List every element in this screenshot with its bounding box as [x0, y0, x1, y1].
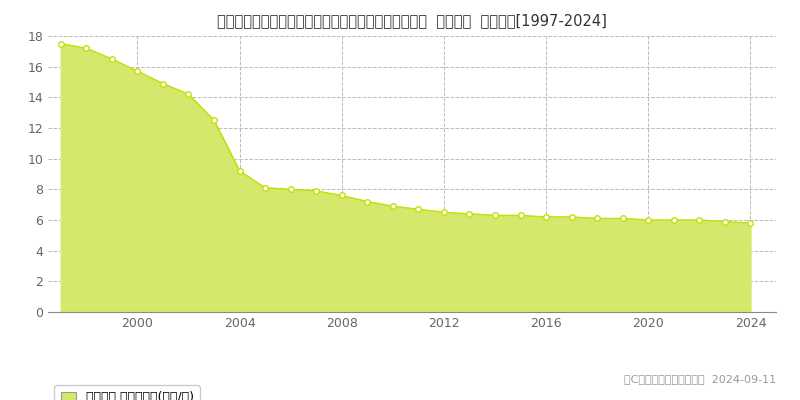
- Legend: 地価公示 平均坪単価(万円/坪): 地価公示 平均坪単価(万円/坪): [54, 385, 200, 400]
- Title: 埼玉県比企郡鳩山町大字大豆戸字七反田上２７９番２  地価公示  地価推移[1997-2024]: 埼玉県比企郡鳩山町大字大豆戸字七反田上２７９番２ 地価公示 地価推移[1997-…: [217, 13, 607, 28]
- Text: （C）土地価格ドットコム  2024-09-11: （C）土地価格ドットコム 2024-09-11: [624, 374, 776, 384]
